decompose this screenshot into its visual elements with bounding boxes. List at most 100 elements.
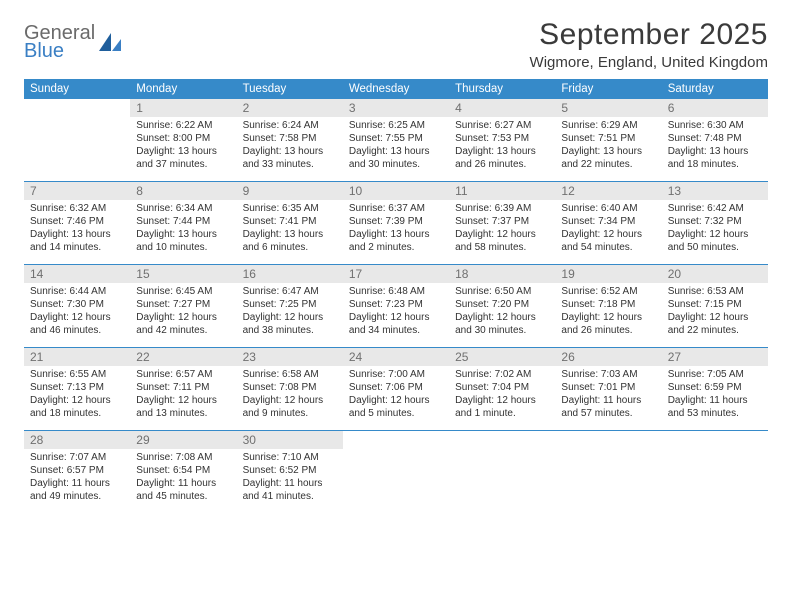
day-cell: 25Sunrise: 7:02 AMSunset: 7:04 PMDayligh… <box>449 348 555 430</box>
sunrise-text: Sunrise: 7:05 AM <box>668 369 762 382</box>
day-cell: 7Sunrise: 6:32 AMSunset: 7:46 PMDaylight… <box>24 182 130 264</box>
sunrise-text: Sunrise: 6:57 AM <box>136 369 230 382</box>
daylight-text: and 38 minutes. <box>243 325 337 338</box>
daylight-text: Daylight: 12 hours <box>136 312 230 325</box>
day-cell-empty <box>24 99 130 181</box>
sunrise-text: Sunrise: 6:29 AM <box>561 120 655 133</box>
daylight-text: Daylight: 13 hours <box>136 229 230 242</box>
sunset-text: Sunset: 7:46 PM <box>30 216 124 229</box>
daylight-text: Daylight: 13 hours <box>30 229 124 242</box>
day-cell: 11Sunrise: 6:39 AMSunset: 7:37 PMDayligh… <box>449 182 555 264</box>
day-number: 2 <box>237 99 343 117</box>
daylight-text: and 6 minutes. <box>243 242 337 255</box>
daylight-text: Daylight: 12 hours <box>349 312 443 325</box>
weekday-header: Friday <box>555 79 661 99</box>
day-number: 25 <box>449 348 555 366</box>
day-cell: 4Sunrise: 6:27 AMSunset: 7:53 PMDaylight… <box>449 99 555 181</box>
day-number: 20 <box>662 265 768 283</box>
sunset-text: Sunset: 7:06 PM <box>349 382 443 395</box>
sunset-text: Sunset: 7:20 PM <box>455 299 549 312</box>
sunrise-text: Sunrise: 6:52 AM <box>561 286 655 299</box>
calendar-table: Sunday Monday Tuesday Wednesday Thursday… <box>24 79 768 513</box>
daylight-text: Daylight: 12 hours <box>349 395 443 408</box>
daylight-text: and 50 minutes. <box>668 242 762 255</box>
daylight-text: and 46 minutes. <box>30 325 124 338</box>
daylight-text: and 30 minutes. <box>455 325 549 338</box>
daylight-text: Daylight: 13 hours <box>243 229 337 242</box>
daylight-text: Daylight: 12 hours <box>243 395 337 408</box>
weekday-header-row: Sunday Monday Tuesday Wednesday Thursday… <box>24 79 768 99</box>
logo-text: General Blue <box>24 24 95 60</box>
calendar-page: General Blue September 2025 Wigmore, Eng… <box>0 0 792 525</box>
day-cell: 26Sunrise: 7:03 AMSunset: 7:01 PMDayligh… <box>555 348 661 430</box>
daylight-text: and 26 minutes. <box>561 325 655 338</box>
day-number: 24 <box>343 348 449 366</box>
sunset-text: Sunset: 6:57 PM <box>30 465 124 478</box>
daylight-text: Daylight: 11 hours <box>30 478 124 491</box>
weekday-header: Thursday <box>449 79 555 99</box>
sunrise-text: Sunrise: 6:27 AM <box>455 120 549 133</box>
daylight-text: Daylight: 11 hours <box>668 395 762 408</box>
day-cell-empty <box>662 431 768 513</box>
day-number: 10 <box>343 182 449 200</box>
day-cell: 16Sunrise: 6:47 AMSunset: 7:25 PMDayligh… <box>237 265 343 347</box>
daylight-text: and 53 minutes. <box>668 408 762 421</box>
daylight-text: and 14 minutes. <box>30 242 124 255</box>
daylight-text: Daylight: 12 hours <box>136 395 230 408</box>
sunrise-text: Sunrise: 7:08 AM <box>136 452 230 465</box>
day-cell: 19Sunrise: 6:52 AMSunset: 7:18 PMDayligh… <box>555 265 661 347</box>
week-row: 7Sunrise: 6:32 AMSunset: 7:46 PMDaylight… <box>24 182 768 265</box>
daylight-text: Daylight: 13 hours <box>561 146 655 159</box>
sunset-text: Sunset: 7:01 PM <box>561 382 655 395</box>
daylight-text: and 42 minutes. <box>136 325 230 338</box>
day-cell: 23Sunrise: 6:58 AMSunset: 7:08 PMDayligh… <box>237 348 343 430</box>
daylight-text: Daylight: 13 hours <box>349 229 443 242</box>
daylight-text: Daylight: 12 hours <box>455 395 549 408</box>
daylight-text: Daylight: 12 hours <box>455 229 549 242</box>
daylight-text: and 13 minutes. <box>136 408 230 421</box>
daylight-text: Daylight: 11 hours <box>243 478 337 491</box>
daylight-text: and 45 minutes. <box>136 491 230 504</box>
sunrise-text: Sunrise: 7:00 AM <box>349 369 443 382</box>
sunrise-text: Sunrise: 7:07 AM <box>30 452 124 465</box>
daylight-text: Daylight: 12 hours <box>561 312 655 325</box>
daylight-text: Daylight: 13 hours <box>455 146 549 159</box>
daylight-text: and 10 minutes. <box>136 242 230 255</box>
sunset-text: Sunset: 7:39 PM <box>349 216 443 229</box>
day-number: 30 <box>237 431 343 449</box>
daylight-text: and 18 minutes. <box>30 408 124 421</box>
day-number: 5 <box>555 99 661 117</box>
week-row: 28Sunrise: 7:07 AMSunset: 6:57 PMDayligh… <box>24 431 768 513</box>
daylight-text: and 41 minutes. <box>243 491 337 504</box>
sunset-text: Sunset: 7:34 PM <box>561 216 655 229</box>
sunrise-text: Sunrise: 6:40 AM <box>561 203 655 216</box>
daylight-text: Daylight: 12 hours <box>30 312 124 325</box>
day-number: 3 <box>343 99 449 117</box>
daylight-text: and 37 minutes. <box>136 159 230 172</box>
daylight-text: and 58 minutes. <box>455 242 549 255</box>
sunset-text: Sunset: 7:04 PM <box>455 382 549 395</box>
sunrise-text: Sunrise: 6:37 AM <box>349 203 443 216</box>
day-number: 1 <box>130 99 236 117</box>
sunset-text: Sunset: 8:00 PM <box>136 133 230 146</box>
sunset-text: Sunset: 7:18 PM <box>561 299 655 312</box>
day-number: 7 <box>24 182 130 200</box>
day-cell: 14Sunrise: 6:44 AMSunset: 7:30 PMDayligh… <box>24 265 130 347</box>
day-cell: 30Sunrise: 7:10 AMSunset: 6:52 PMDayligh… <box>237 431 343 513</box>
day-cell: 5Sunrise: 6:29 AMSunset: 7:51 PMDaylight… <box>555 99 661 181</box>
calendar-body: 1Sunrise: 6:22 AMSunset: 8:00 PMDaylight… <box>24 99 768 513</box>
day-number: 6 <box>662 99 768 117</box>
day-number: 26 <box>555 348 661 366</box>
daylight-text: and 54 minutes. <box>561 242 655 255</box>
sunset-text: Sunset: 7:37 PM <box>455 216 549 229</box>
sunset-text: Sunset: 7:23 PM <box>349 299 443 312</box>
month-title: September 2025 <box>530 18 768 52</box>
day-cell: 27Sunrise: 7:05 AMSunset: 6:59 PMDayligh… <box>662 348 768 430</box>
sunset-text: Sunset: 7:44 PM <box>136 216 230 229</box>
daylight-text: Daylight: 12 hours <box>243 312 337 325</box>
sunrise-text: Sunrise: 6:45 AM <box>136 286 230 299</box>
sunrise-text: Sunrise: 6:42 AM <box>668 203 762 216</box>
sunrise-text: Sunrise: 6:55 AM <box>30 369 124 382</box>
day-cell: 10 Sunrise: 6:37 AMSunset: 7:39 PMDayligh… <box>343 182 449 264</box>
sunset-text: Sunset: 7:41 PM <box>243 216 337 229</box>
